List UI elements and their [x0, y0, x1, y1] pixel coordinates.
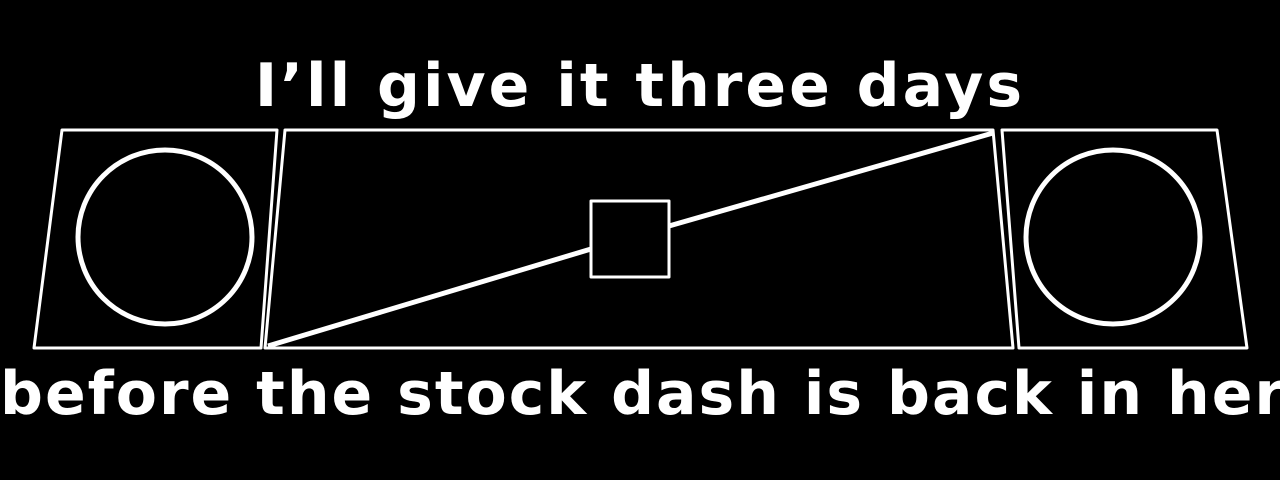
center-diagonal-upper — [668, 130, 994, 229]
bottom-caption: before the stock dash is back in here — [0, 359, 1280, 429]
right-speaker-circle — [1023, 147, 1203, 327]
left-speaker-frame — [32, 128, 279, 350]
top-caption: I’ll give it three days — [254, 51, 1026, 121]
center-diagonal-lower — [267, 246, 592, 349]
left-speaker-circle — [75, 147, 255, 327]
left-speaker-panel — [32, 128, 279, 350]
center-square — [589, 199, 671, 279]
center-panel-frame — [263, 128, 1015, 350]
right-speaker-panel — [1000, 128, 1249, 350]
right-speaker-frame — [1000, 128, 1249, 350]
center-panel — [263, 128, 1015, 350]
